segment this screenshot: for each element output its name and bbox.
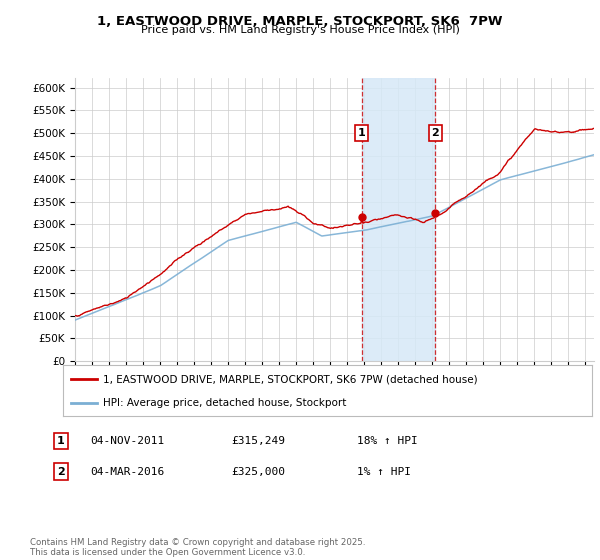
Text: 04-NOV-2011: 04-NOV-2011 xyxy=(90,436,164,446)
Text: 2: 2 xyxy=(57,466,65,477)
Text: 1, EASTWOOD DRIVE, MARPLE, STOCKPORT, SK6  7PW: 1, EASTWOOD DRIVE, MARPLE, STOCKPORT, SK… xyxy=(97,15,503,27)
Bar xyxy=(362,78,435,361)
Text: £325,000: £325,000 xyxy=(231,466,285,477)
Text: 1: 1 xyxy=(57,436,65,446)
Text: 1: 1 xyxy=(358,128,365,138)
Text: 18% ↑ HPI: 18% ↑ HPI xyxy=(357,436,418,446)
Text: Contains HM Land Registry data © Crown copyright and database right 2025.
This d: Contains HM Land Registry data © Crown c… xyxy=(30,538,365,557)
Text: HPI: Average price, detached house, Stockport: HPI: Average price, detached house, Stoc… xyxy=(103,398,346,408)
Text: 1% ↑ HPI: 1% ↑ HPI xyxy=(357,466,411,477)
Text: 1, EASTWOOD DRIVE, MARPLE, STOCKPORT, SK6 7PW (detached house): 1, EASTWOOD DRIVE, MARPLE, STOCKPORT, SK… xyxy=(103,374,478,384)
Text: Price paid vs. HM Land Registry's House Price Index (HPI): Price paid vs. HM Land Registry's House … xyxy=(140,25,460,35)
Text: £315,249: £315,249 xyxy=(231,436,285,446)
Text: 04-MAR-2016: 04-MAR-2016 xyxy=(90,466,164,477)
Text: 2: 2 xyxy=(431,128,439,138)
